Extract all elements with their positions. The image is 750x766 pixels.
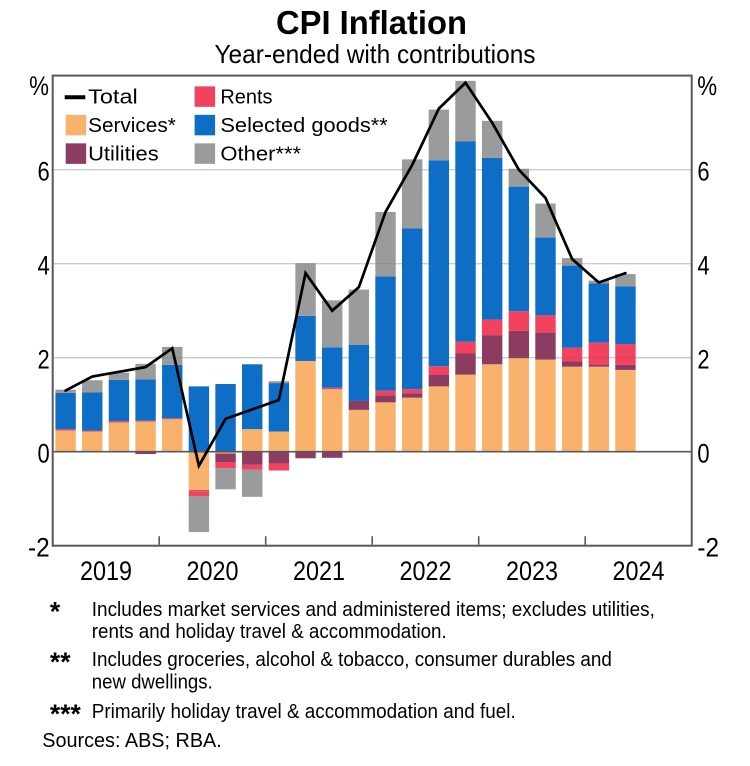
svg-text:Sources: ABS; RBA.: Sources: ABS; RBA. [42,730,221,752]
svg-text:2019: 2019 [80,556,132,586]
svg-text:2021: 2021 [293,556,345,586]
svg-text:Includes market services and a: Includes market services and administere… [92,599,655,621]
svg-text:0: 0 [38,439,50,469]
svg-text:Selected goods**: Selected goods** [220,114,387,137]
svg-text:***: *** [50,699,82,729]
svg-text:new dwellings.: new dwellings. [92,671,213,693]
svg-text:Includes groceries, alcohol &: Includes groceries, alcohol & tobacco, c… [92,649,612,671]
svg-text:Primarily holiday travel & acc: Primarily holiday travel & accommodation… [92,701,516,723]
svg-text:2: 2 [697,345,709,375]
svg-text:-2: -2 [697,533,719,563]
svg-text:**: ** [50,647,71,677]
svg-text:0: 0 [697,439,709,469]
svg-text:*: * [50,597,61,627]
svg-text:-2: -2 [28,533,50,563]
svg-text:4: 4 [38,251,50,281]
svg-text:Rents: Rents [220,86,272,109]
svg-text:%: % [697,71,717,101]
svg-text:Utilities: Utilities [88,143,159,166]
svg-text:2: 2 [38,345,50,375]
svg-text:2024: 2024 [612,556,664,586]
svg-text:6: 6 [38,157,50,187]
svg-text:4: 4 [697,251,709,281]
svg-text:2022: 2022 [399,556,451,586]
svg-text:%: % [29,71,49,101]
svg-text:Year-ended with contributions: Year-ended with contributions [214,41,535,69]
svg-text:6: 6 [697,157,709,187]
svg-text:Total: Total [88,86,138,109]
svg-text:Other***: Other*** [220,143,301,166]
svg-text:2023: 2023 [506,556,558,586]
svg-text:rents and holiday travel & acc: rents and holiday travel & accommodation… [92,621,447,643]
svg-text:Services*: Services* [88,114,176,137]
svg-text:CPI Inflation: CPI Inflation [276,5,467,42]
svg-text:2020: 2020 [186,556,238,586]
